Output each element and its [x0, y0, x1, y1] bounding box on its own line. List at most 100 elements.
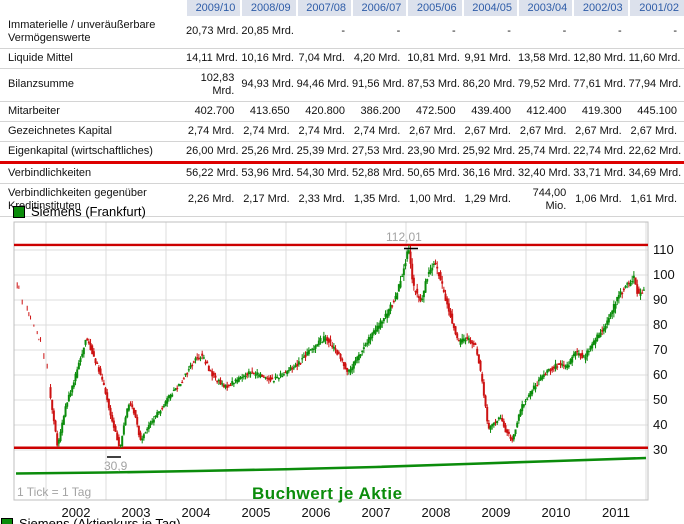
candle-body [241, 376, 244, 379]
candle-body [634, 277, 637, 285]
candle-body [589, 345, 592, 350]
candle-body [111, 415, 114, 422]
candle-body [604, 326, 607, 330]
candle-body [112, 420, 115, 428]
table-header-row: 2009/10 2008/09 2007/08 2006/07 2005/06 2004/… [0, 0, 684, 16]
candle-body [541, 375, 544, 380]
candle-body [101, 376, 104, 380]
candle-body [351, 367, 354, 371]
table-cell: 1,06 Mrd. [573, 183, 629, 217]
candle-body [281, 375, 284, 378]
table-cell: 25,39 Mrd. [296, 141, 352, 164]
table-cell: 402.700 [186, 101, 242, 122]
candle-body [366, 342, 369, 345]
column-header[interactable]: 2001/02 [627, 0, 684, 16]
column-header[interactable]: 2008/09 [240, 0, 297, 16]
candle-body [162, 405, 165, 408]
column-header[interactable]: 2006/07 [350, 0, 408, 16]
candle-body [236, 379, 239, 383]
candle-body [81, 353, 84, 357]
candle-body [177, 384, 180, 386]
candle-body [429, 269, 432, 274]
column-header[interactable]: 2009/10 [184, 0, 242, 16]
candle-body [166, 398, 169, 404]
candle-body [257, 375, 260, 377]
y-axis-label: 60 [653, 367, 667, 382]
candle-body [259, 373, 262, 378]
column-header[interactable]: 2003/04 [516, 0, 574, 16]
column-header[interactable]: 2004/05 [461, 0, 518, 16]
candle-body [479, 360, 482, 371]
table-row: Verbindlichkeiten gegenüber Kreditinstit… [0, 183, 684, 217]
candle-body [536, 385, 539, 387]
candle-body [106, 392, 109, 401]
candle-body [561, 364, 564, 366]
candle-body [544, 373, 547, 376]
table-cell: 2,74 Mrd. [241, 121, 297, 142]
candle-body [597, 334, 600, 339]
candle-body [381, 321, 384, 324]
candle-body [67, 394, 70, 402]
candle-body [204, 361, 207, 364]
tick-footnote: 1 Tick = 1 Tag [17, 485, 91, 499]
x-axis-label: 2004 [182, 505, 211, 520]
candle-body [496, 420, 499, 424]
row-label: Eigenkapital (wirtschaftliches) [0, 141, 186, 164]
candle-body [62, 415, 65, 425]
candle-body [492, 422, 495, 426]
candle-body [154, 415, 157, 417]
candle-body [264, 377, 267, 379]
candle-body [131, 404, 134, 408]
table-cell: 12,80 Mrd. [573, 48, 629, 69]
candle-body [99, 368, 102, 375]
table-cell: - [462, 16, 518, 49]
candle-body [76, 369, 79, 378]
table-row: Eigenkapital (wirtschaftliches) 26,00 Mrd… [0, 141, 684, 164]
candle-body [444, 293, 447, 301]
x-axis-label: 2005 [242, 505, 271, 520]
column-header[interactable]: 2005/06 [406, 0, 463, 16]
candle-body [121, 436, 124, 447]
candle-body [72, 382, 75, 388]
candle-body [586, 350, 589, 357]
table-cell: 94,46 Mrd. [296, 68, 352, 102]
candle-body [116, 432, 119, 441]
table-cell: 2,33 Mrd. [296, 183, 352, 217]
table-cell: 2,17 Mrd. [241, 183, 297, 217]
table-cell: 27,53 Mrd. [351, 141, 408, 164]
candle-body [261, 374, 264, 377]
candle-body [551, 367, 554, 371]
table-cell: 2,26 Mrd. [186, 183, 242, 217]
candle-body [467, 338, 470, 340]
y-axis-label: 70 [653, 342, 667, 357]
table-row: Bilanzsumme 102,83 Mrd. 94,93 Mrd. 94,46 Mrd… [0, 68, 684, 102]
candle-body [547, 368, 550, 371]
table-cell: 23,90 Mrd. [407, 141, 463, 164]
candle-body [404, 263, 407, 267]
column-header[interactable]: 2002/03 [572, 0, 629, 16]
candle-body [566, 364, 569, 369]
table-cell: 439.400 [462, 101, 518, 122]
candle-body [52, 410, 55, 422]
candle-body [569, 359, 572, 365]
candle-body [87, 341, 90, 344]
candle-body [637, 288, 640, 294]
candle-body [141, 438, 144, 441]
candle-body [61, 422, 64, 433]
table-row: Gezeichnetes Kapital 2,74 Mrd. 2,74 Mrd. 2,… [0, 121, 684, 142]
table-cell: 25,92 Mrd. [462, 141, 518, 164]
candle-body [606, 320, 609, 325]
candle-body [287, 370, 290, 372]
candle-body [572, 353, 575, 357]
candle-body [164, 401, 167, 406]
candle-body [252, 372, 255, 374]
candle-body [352, 361, 355, 369]
candle-body [364, 344, 367, 346]
candle-body [402, 268, 405, 276]
candle-body [171, 394, 174, 397]
candle-body [301, 358, 304, 360]
book-value-label: Buchwert je Aktie [252, 484, 403, 503]
candle-body [449, 310, 452, 317]
column-header[interactable]: 2007/08 [295, 0, 352, 16]
table-row: Immaterielle / unveräußerbare Vermögensw… [0, 16, 684, 49]
